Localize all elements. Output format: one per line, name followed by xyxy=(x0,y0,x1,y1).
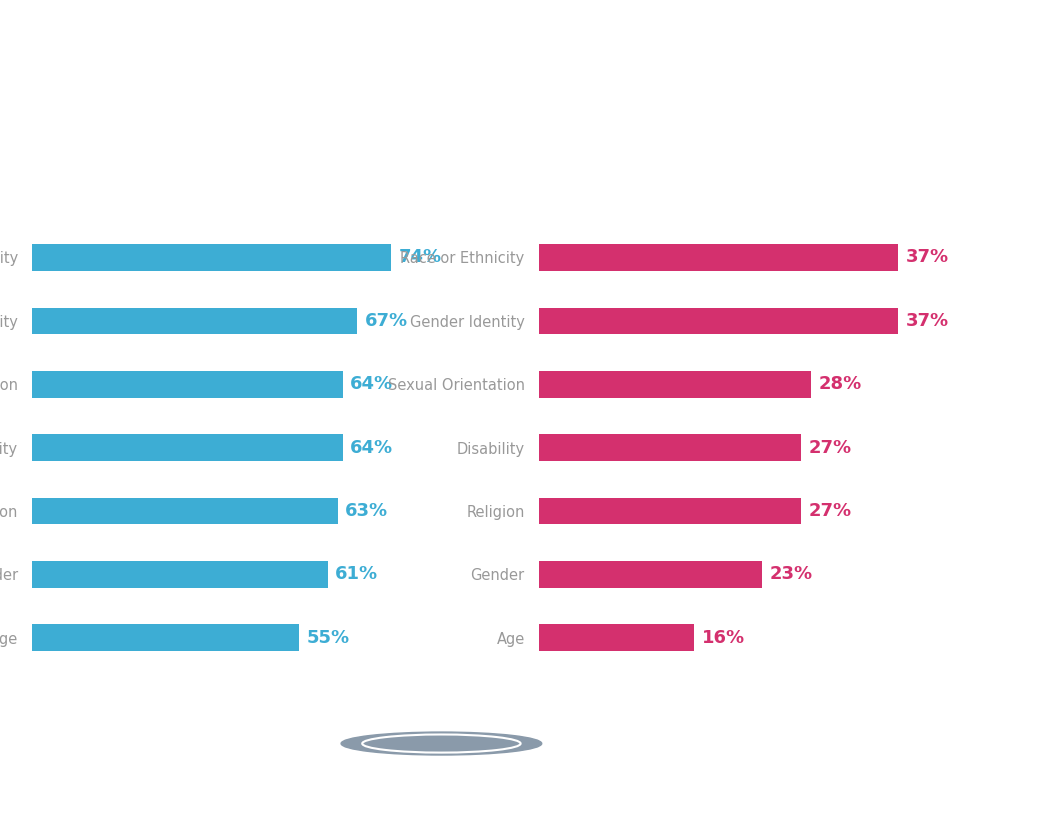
Bar xyxy=(32,244,391,271)
Bar xyxy=(539,308,898,334)
Bar xyxy=(539,498,800,524)
Text: Public Affairs
Council: Public Affairs Council xyxy=(403,780,479,809)
Text: How Americans View Discrimination: How Americans View Discrimination xyxy=(132,38,513,57)
Bar xyxy=(32,308,357,334)
Text: 64%: 64% xyxy=(350,375,393,393)
Bar xyxy=(32,624,299,651)
Text: 27%: 27% xyxy=(809,438,852,457)
Text: View the full survey results at pac.org/pulse.: View the full survey results at pac.org/… xyxy=(523,744,944,762)
Bar xyxy=(539,434,800,461)
Polygon shape xyxy=(0,695,121,731)
Bar xyxy=(32,371,342,397)
Circle shape xyxy=(320,730,563,757)
Polygon shape xyxy=(919,111,1056,192)
Text: 63%: 63% xyxy=(345,502,389,520)
Bar xyxy=(32,498,338,524)
Circle shape xyxy=(341,732,542,755)
Bar xyxy=(539,244,898,271)
Bar xyxy=(539,561,762,588)
Text: Percentage Saying Discrimination
is at Least a Serious Problem: Percentage Saying Discrimination is at L… xyxy=(132,100,366,134)
Text: 74%: 74% xyxy=(398,248,441,267)
Text: 27%: 27% xyxy=(809,502,852,520)
Text: 55%: 55% xyxy=(306,628,350,647)
Bar xyxy=(539,371,811,397)
Text: 37%: 37% xyxy=(906,248,949,267)
Bar xyxy=(539,624,694,651)
Text: 16%: 16% xyxy=(702,628,744,647)
Text: 37%: 37% xyxy=(906,312,949,330)
Bar xyxy=(32,434,342,461)
Text: Percentage Saying Discrimination
is a Very Serious Problem: Percentage Saying Discrimination is a Ve… xyxy=(597,100,831,134)
Text: 64%: 64% xyxy=(350,438,393,457)
Bar xyxy=(32,561,328,588)
Text: Which Forms Are Most Serious: Which Forms Are Most Serious xyxy=(597,38,920,57)
Text: 61%: 61% xyxy=(336,565,378,583)
Text: 23%: 23% xyxy=(770,565,813,583)
Text: 67%: 67% xyxy=(364,312,408,330)
Text: 28%: 28% xyxy=(818,375,862,393)
